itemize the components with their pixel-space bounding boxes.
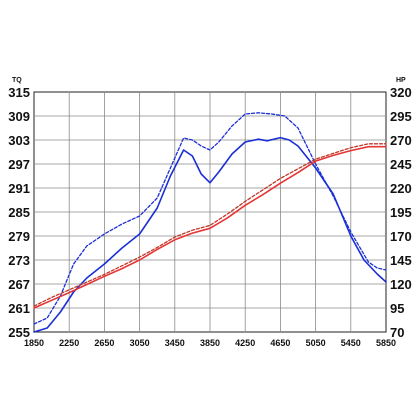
x-tick-label: 5450	[341, 338, 361, 348]
left-tick-label: 261	[8, 301, 30, 316]
right-tick-label: 220	[390, 181, 412, 196]
right-tick-label: 70	[390, 325, 404, 340]
right-tick-label: 145	[390, 253, 412, 268]
right-tick-label: 195	[390, 205, 412, 220]
right-axis-title: HP	[396, 77, 406, 84]
right-tick-label: 320	[390, 85, 412, 100]
right-tick-labels: 70 95 120 145 170 195 220 245 270 295 320	[390, 85, 412, 340]
left-axis-title: TQ	[12, 77, 22, 84]
series-lines	[33, 112, 387, 333]
x-tick-label: 3050	[130, 338, 150, 348]
x-tick-label: 4650	[270, 338, 290, 348]
right-tick-label: 245	[390, 157, 412, 172]
right-tick-label: 170	[390, 229, 412, 244]
right-tick-label: 95	[390, 301, 404, 316]
x-tick-label: 3450	[165, 338, 185, 348]
left-tick-label: 297	[8, 157, 30, 172]
x-tick-label: 5850	[376, 338, 396, 348]
left-tick-label: 267	[8, 277, 30, 292]
hp-solid-series-line	[33, 145, 387, 309]
x-tick-labels: 1850 2250 2650 3050 3450 3850 4250 4650 5050 5450…	[24, 338, 396, 348]
left-tick-label: 279	[8, 229, 30, 244]
tq-dashed-series-line	[33, 112, 387, 325]
left-tick-label: 291	[8, 181, 30, 196]
x-tick-label: 5050	[306, 338, 326, 348]
x-tick-label: 4250	[235, 338, 255, 348]
x-tick-label: 3850	[200, 338, 220, 348]
right-tick-label: 295	[390, 109, 412, 124]
left-tick-label: 255	[8, 325, 30, 340]
x-tick-label: 2650	[94, 338, 114, 348]
hp-dashed-series-line	[33, 143, 387, 307]
left-tick-label: 315	[8, 85, 30, 100]
right-tick-label: 270	[390, 133, 412, 148]
left-tick-labels: 255 261 267 273 279 285 291 297 303 309 315	[8, 85, 30, 340]
right-tick-label: 120	[390, 277, 412, 292]
x-tick-label: 2250	[59, 338, 79, 348]
left-tick-label: 309	[8, 109, 30, 124]
left-tick-label: 285	[8, 205, 30, 220]
left-tick-label: 303	[8, 133, 30, 148]
left-tick-label: 273	[8, 253, 30, 268]
x-tick-label: 1850	[24, 338, 44, 348]
